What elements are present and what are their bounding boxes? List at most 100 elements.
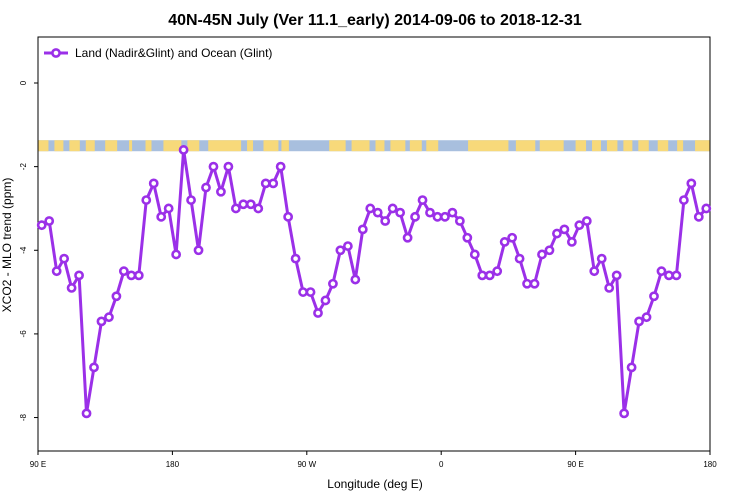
land-ocean-strip (38, 140, 710, 152)
data-point (678, 195, 689, 205)
land-segment (145, 140, 152, 152)
data-point (328, 278, 338, 289)
data-point (230, 203, 241, 214)
data-point (74, 270, 84, 281)
data-point (626, 362, 637, 373)
data-point (133, 270, 144, 281)
land-segment (592, 140, 601, 152)
x-tick-label: 180 (166, 460, 180, 469)
data-point (402, 232, 413, 243)
data-point (313, 308, 323, 318)
data-point (350, 274, 361, 285)
land-segment (105, 140, 118, 152)
data-point (357, 224, 368, 235)
data-point (544, 245, 555, 256)
land-segment (187, 140, 200, 152)
data-point (656, 266, 667, 277)
data-point (581, 216, 592, 226)
data-point (499, 237, 510, 247)
data-point (178, 145, 189, 155)
data-point (634, 316, 644, 327)
data-point (596, 253, 607, 264)
data-point (395, 207, 406, 218)
land-segment (281, 140, 289, 152)
data-point (335, 245, 346, 256)
series-layer (36, 145, 712, 419)
data-point (126, 270, 137, 281)
data-point (201, 182, 211, 193)
land-segment (657, 140, 669, 152)
legend-label: Land (Nadir&Glint) and Ocean (Glint) (75, 46, 272, 60)
land-segment (375, 140, 385, 152)
land-segment (351, 140, 370, 152)
data-point (447, 207, 458, 218)
land-segment (623, 140, 633, 152)
land-segment (54, 140, 64, 152)
data-point (484, 270, 495, 281)
data-point (253, 203, 264, 214)
data-point (66, 283, 77, 293)
land-segment (575, 140, 587, 152)
data-point (96, 316, 107, 327)
data-point (671, 270, 682, 281)
data-point (44, 216, 55, 226)
data-point (59, 253, 70, 264)
land-segment (38, 140, 49, 152)
plot-frame (37, 36, 711, 452)
land-segment (468, 140, 509, 152)
land-segment (129, 140, 133, 152)
land-segment (638, 140, 649, 152)
x-tick-label: 90 E (30, 460, 46, 469)
data-point (186, 195, 196, 205)
data-point (260, 178, 271, 189)
land-segment (677, 140, 684, 152)
land-segment (426, 140, 439, 152)
data-point (529, 278, 540, 289)
x-tick-label: 90 W (297, 460, 316, 469)
legend: Land (Nadir&Glint) and Ocean (Glint) (44, 46, 272, 60)
data-point (163, 203, 174, 214)
x-tick-label: 180 (703, 460, 717, 469)
data-point (171, 249, 182, 260)
data-point (283, 211, 294, 222)
land-segment (695, 140, 710, 152)
x-axis: 90 E 180 90 W 0 90 E 180 (30, 451, 717, 469)
data-point (268, 178, 279, 189)
y-tick-label: 0 (19, 80, 28, 85)
data-point (36, 220, 47, 231)
land-segment (390, 140, 406, 152)
data-point (305, 287, 316, 297)
land-segment (85, 140, 95, 152)
data-point (51, 266, 62, 277)
data-point (611, 270, 622, 281)
data-point (320, 295, 331, 306)
land-segment (208, 140, 242, 152)
land-segment (606, 140, 618, 152)
data-point (417, 195, 428, 205)
data-point (440, 211, 450, 222)
data-point (701, 203, 712, 214)
data-point (469, 249, 480, 260)
data-point (141, 195, 152, 205)
data-point (574, 220, 585, 231)
data-point (372, 207, 383, 218)
data-point (425, 207, 435, 218)
data-point (89, 362, 99, 373)
y-tick-label: -8 (19, 413, 28, 421)
land-segment (515, 140, 536, 152)
land-segment (409, 140, 422, 152)
data-point (290, 253, 301, 264)
land-segment (329, 140, 346, 152)
data-point (454, 216, 465, 226)
data-point (693, 211, 704, 222)
data-point (559, 224, 570, 235)
data-point (193, 245, 204, 256)
data-point (118, 266, 129, 277)
data-point (522, 278, 532, 289)
data-point (223, 161, 234, 172)
data-point (477, 270, 488, 281)
data-point (298, 287, 308, 297)
data-point (492, 266, 503, 277)
data-point (148, 178, 159, 189)
